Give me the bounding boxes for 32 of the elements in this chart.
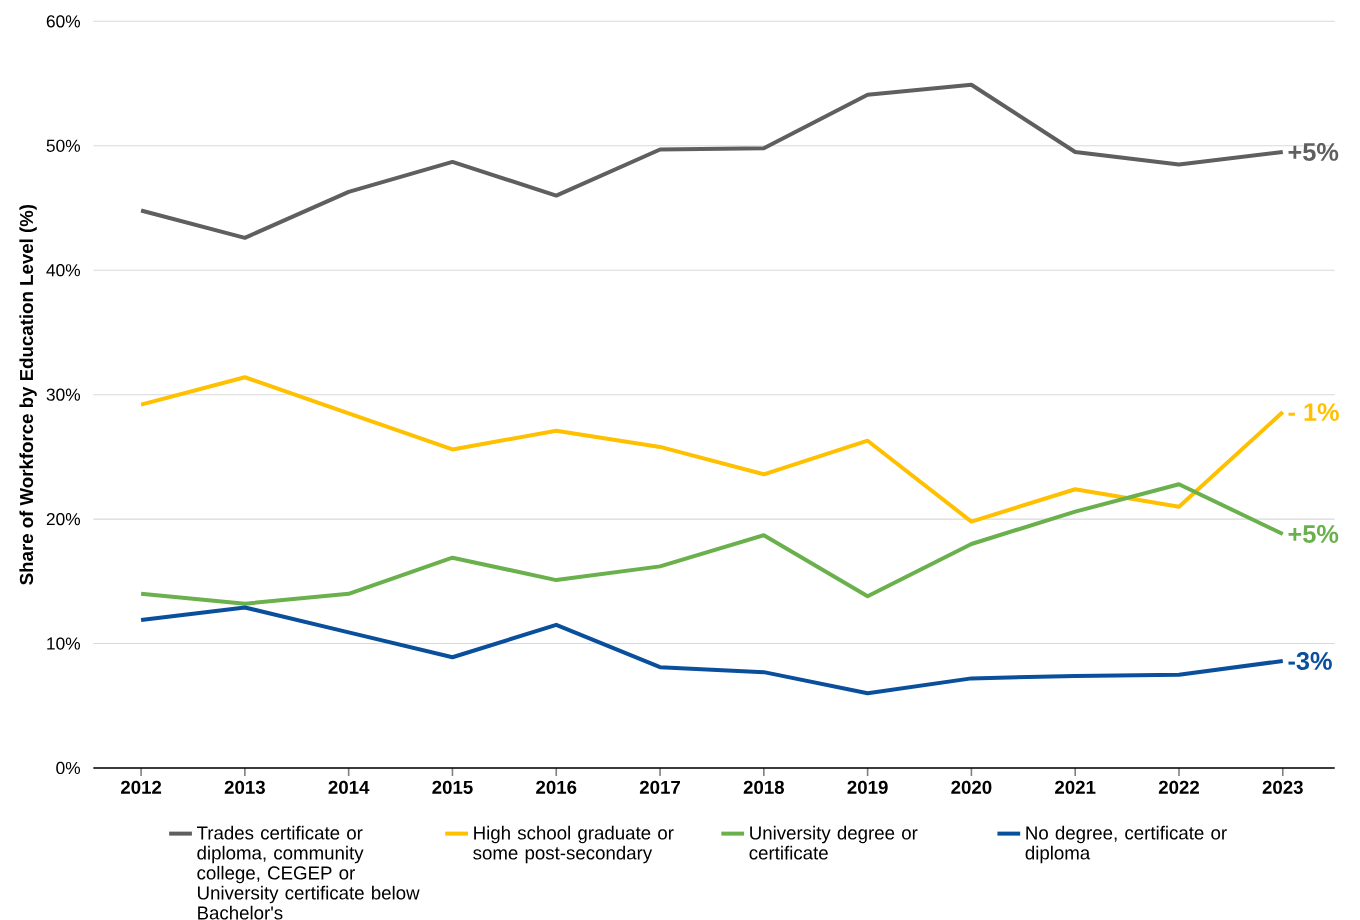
x-tick-label: 2015	[432, 780, 473, 794]
x-tick-label: 2022	[1158, 780, 1199, 794]
x-tick-label: 2014	[328, 780, 370, 794]
line-series	[139, 482, 1285, 606]
line-series	[139, 605, 1285, 696]
annotation: +5%	[1288, 525, 1339, 543]
x-tick-label: 2017	[639, 780, 680, 794]
legend-label: University degree or certificate	[749, 825, 918, 860]
y-axis-title: Share of Workforce by Education Level (%)	[19, 204, 37, 585]
x-tick-label: 2019	[847, 780, 888, 794]
annotation: +5%	[1288, 143, 1339, 161]
y-tick-label: 20%	[46, 512, 81, 526]
x-tick-label: 2012	[120, 780, 162, 794]
y-tick-label: 50%	[46, 139, 81, 152]
x-tick-label: 2018	[743, 780, 785, 794]
y-tick-label: 30%	[46, 388, 81, 401]
x-tick-label: 2023	[1262, 780, 1303, 794]
line-series	[139, 375, 1285, 524]
x-tick-label: 2021	[1055, 780, 1096, 794]
line-series	[139, 82, 1285, 240]
legend-label: Trades certificate or diploma, community college, CEGEP or University certificate below Bachelor's	[197, 825, 420, 920]
y-tick-label: 40%	[46, 264, 81, 277]
x-tick-label: 2020	[951, 780, 992, 794]
x-tick-label: 2013	[224, 780, 265, 794]
y-tick-label: 60%	[46, 15, 81, 28]
annotation: -3%	[1288, 651, 1332, 670]
annotation: - 1%	[1288, 403, 1339, 421]
y-tick-label: 0%	[56, 761, 81, 775]
x-tick-label: 2016	[536, 780, 577, 794]
legend-label: High school graduate or some post-secondary	[473, 825, 674, 864]
y-tick-label: 10%	[47, 637, 81, 650]
legend-label: No degree, certificate or diploma	[1025, 825, 1227, 864]
